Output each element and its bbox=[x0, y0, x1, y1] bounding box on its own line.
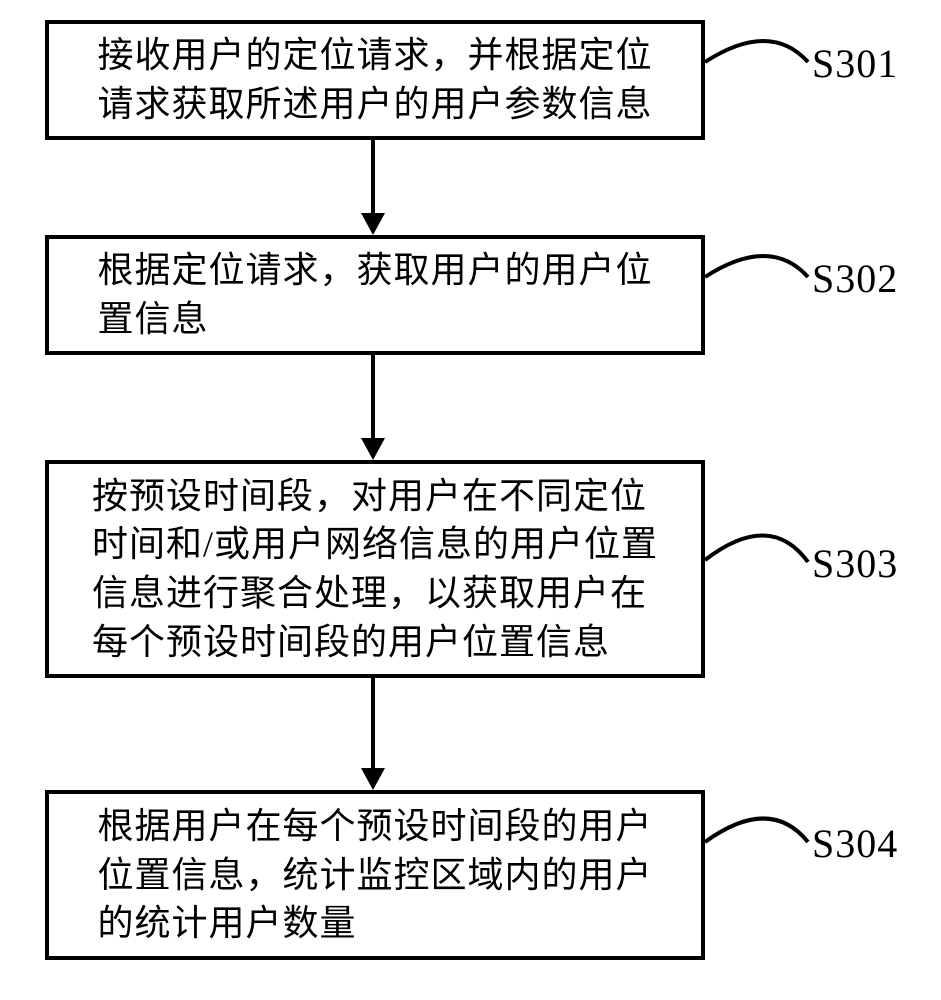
step-label-s303: S303 bbox=[812, 540, 898, 587]
edge-s301-s302 bbox=[371, 140, 375, 213]
step-label-s302: S302 bbox=[812, 255, 898, 302]
flowchart-canvas: 接收用户的定位请求，并根据定位 请求获取所述用户的用户参数信息 S301 根据定… bbox=[0, 0, 941, 1000]
flow-node-s303-text: 按预设时间段，对用户在不同定位 时间和/或用户网络信息的用户位置 信息进行聚合处… bbox=[92, 472, 658, 666]
edge-s303-s304 bbox=[371, 678, 375, 768]
flow-node-s304-text: 根据用户在每个预设时间段的用户 位置信息，统计监控区域内的用户 的统计用户数量 bbox=[97, 802, 652, 948]
flow-node-s304: 根据用户在每个预设时间段的用户 位置信息，统计监控区域内的用户 的统计用户数量 bbox=[45, 790, 705, 960]
arrowhead-s301-s302 bbox=[361, 213, 385, 235]
flow-node-s301: 接收用户的定位请求，并根据定位 请求获取所述用户的用户参数信息 bbox=[45, 20, 705, 140]
arrowhead-s303-s304 bbox=[361, 768, 385, 790]
step-label-s301: S301 bbox=[812, 40, 898, 87]
flow-node-s303: 按预设时间段，对用户在不同定位 时间和/或用户网络信息的用户位置 信息进行聚合处… bbox=[45, 460, 705, 678]
flow-node-s302-text: 根据定位请求，获取用户的用户位 置信息 bbox=[97, 246, 652, 343]
edge-s302-s303 bbox=[371, 355, 375, 438]
step-label-s304: S304 bbox=[812, 820, 898, 867]
arrowhead-s302-s303 bbox=[361, 438, 385, 460]
flow-node-s302: 根据定位请求，获取用户的用户位 置信息 bbox=[45, 235, 705, 355]
flow-node-s301-text: 接收用户的定位请求，并根据定位 请求获取所述用户的用户参数信息 bbox=[97, 31, 652, 128]
